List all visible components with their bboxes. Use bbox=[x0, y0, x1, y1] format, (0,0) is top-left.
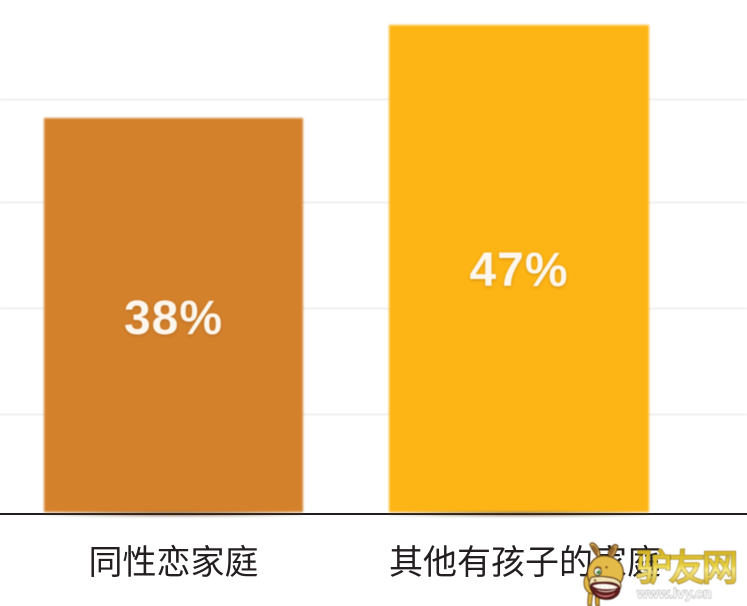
svg-text:驴友网: 驴友网 bbox=[636, 547, 736, 588]
svg-text:www.lvy.cn: www.lvy.cn bbox=[636, 585, 712, 601]
